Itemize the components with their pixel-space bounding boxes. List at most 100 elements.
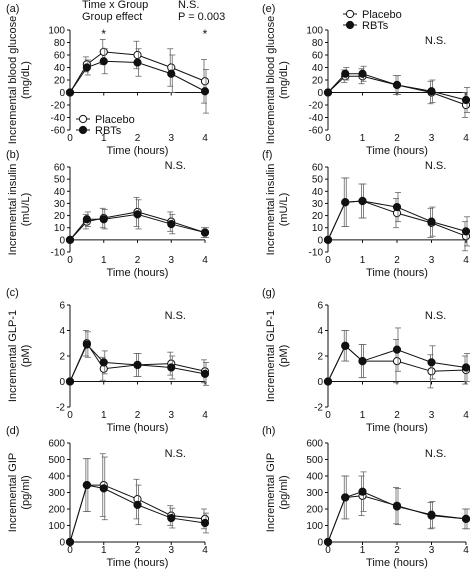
legend-marker [345, 20, 355, 30]
x-tick-label: 0 [67, 410, 73, 421]
x-tick-label: 0 [67, 133, 73, 144]
y-tick-label: 100 [48, 26, 65, 37]
x-tick-label: 3 [168, 545, 174, 556]
x-tick-label: 1 [360, 545, 366, 556]
y-axis-title: Incremental insulin (mU/L) [265, 164, 290, 256]
panel-label: (a) [6, 3, 19, 15]
y-axis-title-line2: (pM) [278, 345, 290, 368]
series-rbts [323, 65, 470, 113]
y-tick-label: 0 [317, 377, 323, 388]
significance-star: * [101, 27, 106, 41]
data-point [392, 345, 402, 354]
x-axis-title: Time (hours) [107, 557, 169, 569]
data-point [82, 215, 91, 224]
data-point [65, 88, 75, 97]
x-tick-label: 1 [101, 255, 107, 266]
data-point [461, 363, 470, 372]
series-rbts [323, 177, 470, 247]
x-axis-title: Time (hours) [107, 267, 169, 279]
series-line [69, 213, 206, 241]
x-axis-title: Time (hours) [107, 145, 169, 157]
x-tick-label: 3 [168, 410, 174, 421]
y-axis-title-line1: Incremental GIP [265, 453, 277, 532]
panel-label: (b) [6, 149, 19, 161]
y-axis-title-line2: (pM) [20, 345, 32, 368]
x-tick-label: 0 [67, 545, 73, 556]
data-point [167, 219, 176, 229]
y-tick-label: 300 [48, 488, 65, 499]
x-tick-label: 2 [394, 410, 400, 421]
data-point [200, 369, 210, 378]
y-tick-label: 0 [317, 538, 323, 549]
x-tick-label: 3 [429, 255, 435, 266]
data-point [167, 69, 176, 78]
y-tick-label: 0 [59, 377, 65, 388]
y-tick-label: -40 [309, 113, 324, 124]
x-tick-label: 3 [429, 133, 435, 144]
data-point [358, 357, 367, 366]
x-tick-label: 2 [394, 255, 400, 266]
data-point [427, 367, 436, 376]
x-axis-title: Time (hours) [366, 422, 428, 434]
y-axis-title-line1: Incremental blood glucose [7, 16, 19, 144]
y-tick-label: 40 [312, 187, 324, 198]
y-axis-title: Incremental GIP (pg/ml) [265, 453, 290, 532]
data-point [99, 484, 108, 493]
y-tick-label: 0 [59, 538, 65, 549]
data-point [323, 377, 333, 386]
y-tick-label: 100 [48, 521, 65, 532]
data-point [200, 228, 210, 237]
y-tick-label: 10 [312, 223, 324, 234]
data-point [358, 487, 367, 496]
data-point [392, 80, 402, 90]
y-tick-label: 20 [54, 211, 66, 222]
y-tick-label: 30 [312, 199, 324, 210]
legend-marker [345, 9, 355, 19]
stats-value: N.S. [178, 0, 199, 11]
series-line [327, 73, 467, 101]
series-rbts [323, 471, 470, 547]
data-point [65, 377, 75, 386]
data-point [99, 358, 108, 367]
legend-label: RBTs [95, 125, 122, 137]
y-tick-label: 6 [59, 301, 65, 312]
x-axis-title: Time (hours) [107, 422, 169, 434]
x-tick-label: 1 [360, 410, 366, 421]
y-axis-title: Incremental GIP (pg/ml) [7, 453, 32, 532]
panel-label: (d) [6, 425, 19, 437]
significance-label: N.S. [425, 35, 446, 47]
data-point [200, 87, 210, 96]
stats-value: P = 0.003 [178, 11, 225, 23]
x-tick-label: 4 [202, 133, 208, 144]
y-tick-label: 500 [306, 455, 323, 466]
series-rbts [65, 199, 210, 244]
x-tick-label: 2 [135, 545, 141, 556]
series-line [69, 484, 206, 543]
y-axis-title-line2: (pg/ml) [278, 475, 290, 509]
x-tick-label: 2 [135, 133, 141, 144]
stats-label: Group effect [82, 11, 142, 23]
data-point [65, 235, 75, 244]
y-axis-title-line1: Incremental blood glucose [265, 16, 277, 144]
x-tick-label: 4 [463, 133, 469, 144]
series-line [327, 344, 467, 382]
y-tick-label: 30 [54, 199, 66, 210]
series-line [327, 491, 467, 543]
panel-label: (g) [262, 287, 275, 299]
significance-label: N.S. [165, 310, 186, 322]
data-point [82, 63, 91, 72]
significance-label: N.S. [425, 160, 446, 172]
data-point [392, 357, 402, 366]
data-point [461, 514, 470, 523]
significance-star: * [203, 27, 208, 41]
y-tick-label: 6 [317, 301, 323, 312]
x-tick-label: 4 [202, 410, 208, 421]
y-tick-label: -40 [51, 113, 66, 124]
data-point [341, 493, 350, 502]
x-tick-label: 1 [101, 410, 107, 421]
y-tick-label: 50 [54, 175, 66, 186]
